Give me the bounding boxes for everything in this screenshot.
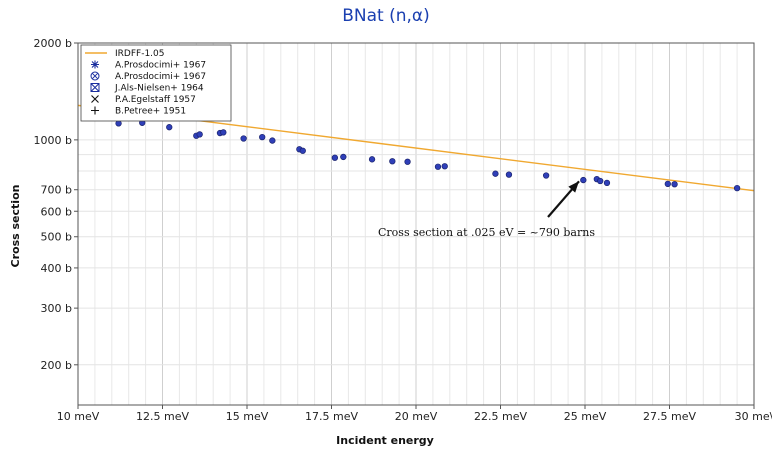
legend-entry-label: A.Prosdocimi+ 1967 (115, 72, 206, 82)
data-point (389, 158, 396, 165)
y-tick-label: 500 b (41, 231, 72, 244)
data-point (269, 137, 276, 144)
x-tick-label: 22.5 meV (474, 410, 527, 423)
data-point (597, 177, 604, 185)
data-point (441, 163, 448, 170)
y-tick-label: 400 b (41, 262, 72, 275)
square-x-icon-cross (90, 83, 100, 92)
data-point (196, 131, 203, 138)
x-tick-label: 15 meV (226, 410, 269, 423)
x-tick-label: 10 meV (57, 410, 100, 423)
data-point (542, 172, 550, 179)
data-point (166, 124, 173, 131)
legend-entry-label: A.Prosdocimi+ 1967 (115, 61, 206, 71)
circle-x-icon-cross (91, 72, 99, 80)
x-tick-label: 12.5 meV (136, 410, 189, 423)
data-point (492, 170, 499, 177)
asterisk-icon (91, 60, 99, 69)
y-tick-label: 700 b (41, 184, 72, 197)
plus-icon (91, 106, 99, 115)
legend-entry-label: J.Als-Nielsen+ 1964 (114, 84, 204, 94)
data-point (671, 181, 678, 188)
annotation-arrowhead (568, 181, 579, 193)
x-axis-label: Incident energy (336, 434, 434, 447)
data-point (434, 163, 442, 170)
legend-entry-label: P.A.Egelstaff 1957 (115, 95, 196, 105)
legend-entry-label: B.Petree+ 1951 (115, 107, 186, 117)
data-point (404, 158, 411, 165)
data-point (603, 179, 611, 187)
annotation-text: Cross section at .025 eV = ~790 barns (378, 226, 595, 239)
y-tick-label: 2000 b (34, 37, 72, 50)
y-axis-label: Cross section (9, 185, 22, 268)
x-icon (91, 95, 99, 103)
x-tick-label: 27.5 meV (643, 410, 696, 423)
data-point (340, 153, 347, 161)
x-tick-label: 20 meV (395, 410, 438, 423)
plot-frame (77, 42, 755, 406)
legend-box (80, 44, 232, 122)
y-tick-label: 600 b (41, 205, 72, 218)
y-tick-label: 200 b (41, 359, 72, 372)
y-tick-label: 1000 b (34, 134, 72, 147)
chart-title: BNat (n,α) (342, 6, 430, 26)
x-tick-label: 30 me\ (735, 410, 772, 423)
x-tick-label: 25 meV (564, 410, 607, 423)
data-point (299, 147, 306, 154)
axis-ticks: 10 meV 12.5 meV 15 meV 17.5 meV 20 meV 22.5 m… (34, 37, 772, 423)
data-point (580, 176, 587, 184)
data-point (733, 184, 741, 192)
y-tick-label: 300 b (41, 302, 72, 315)
data-point (368, 156, 376, 163)
data-point (220, 129, 227, 136)
circle-x-icon (90, 71, 100, 81)
data-point (331, 154, 339, 161)
legend: IRDFF-1.05 A.Prosdocimi+ 1967A.Prosdocimi… (80, 44, 232, 122)
legend-entry-label: IRDFF-1.05 (115, 49, 164, 59)
grid (77, 42, 755, 405)
square-x-icon (90, 83, 100, 92)
data-point (115, 120, 122, 127)
data-point (505, 171, 513, 178)
annotation: Cross section at .025 eV = ~790 barns (378, 180, 595, 239)
data-point (240, 135, 247, 142)
data-point (259, 133, 266, 141)
x-tick-label: 17.5 meV (305, 410, 358, 423)
data-point (664, 180, 671, 188)
